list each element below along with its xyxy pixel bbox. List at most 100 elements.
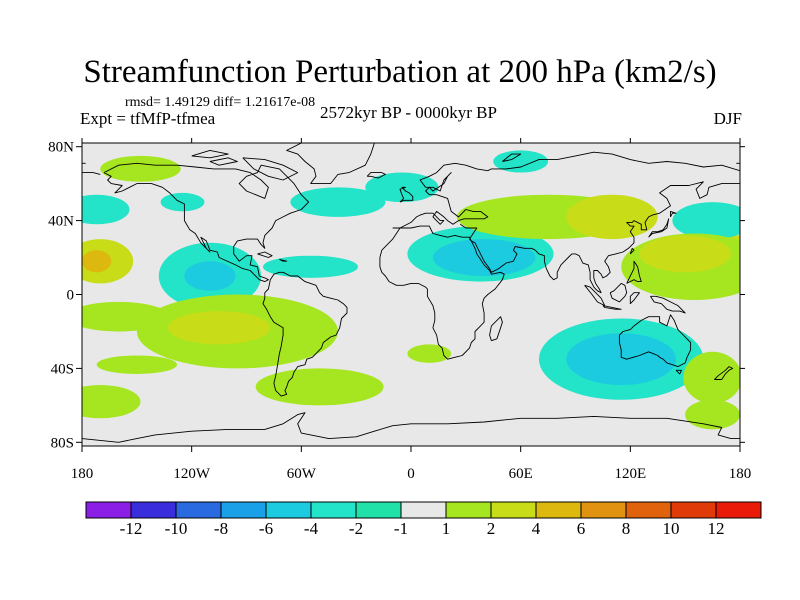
- coastline-14: [650, 295, 686, 314]
- colorbar-label-4: -4: [304, 519, 319, 538]
- contour-region-neg-8: [184, 261, 236, 291]
- lat-label-0: 0: [67, 288, 75, 304]
- coastline-28: [502, 153, 522, 162]
- lat-label-40N: 40N: [48, 214, 74, 230]
- contour-region-pos-23: [255, 368, 384, 406]
- contour-region-pos-18: [82, 385, 141, 419]
- colorbar-swatch-2: [175, 501, 222, 519]
- lon-label-2: 60W: [287, 466, 317, 482]
- colorbar-swatch-4: [265, 501, 312, 519]
- colorbar-swatch-7: [400, 501, 447, 519]
- colorbar-swatch-3: [220, 501, 267, 519]
- coastline-9: [366, 172, 386, 179]
- coastline-16: [626, 260, 642, 284]
- coastline-20: [714, 366, 734, 380]
- rmsd-statistics: rmsd= 1.49129 diff= 1.21617e-08: [125, 95, 316, 110]
- colorbar-swatch-1: [130, 501, 177, 519]
- coastline-3: [82, 172, 101, 175]
- contour-region-neg-14: [493, 150, 549, 173]
- coastlines: [82, 143, 740, 443]
- colorbar-label-3: -6: [259, 519, 273, 538]
- colorbar-label-6: -1: [394, 519, 408, 538]
- colorbar-label-10: 6: [577, 519, 586, 538]
- coastline-7: [489, 316, 503, 342]
- colorbar-label-12: 10: [663, 519, 680, 538]
- contour-region-neg-17: [672, 202, 740, 240]
- colorbar-label-5: -2: [349, 519, 363, 538]
- contour-region-pos-24: [407, 344, 452, 363]
- figure-title: Streamfunction Perturbation at 200 hPa (…: [83, 54, 717, 90]
- lon-label-0: 180: [71, 466, 94, 482]
- contour-region-pos-29: [683, 351, 740, 404]
- coastline-17: [648, 218, 670, 238]
- lon-label-5: 120E: [614, 466, 646, 482]
- colorbar-label-9: 4: [532, 519, 541, 538]
- coastline-8: [399, 186, 414, 203]
- colorbar-swatch-9: [490, 501, 537, 519]
- coastline-21: [675, 369, 682, 375]
- colorbar-label-7: 1: [442, 519, 451, 538]
- lon-label-3: 0: [407, 466, 415, 482]
- contour-region-pos-30: [685, 399, 740, 430]
- coastline-26: [209, 157, 238, 166]
- coastline-25: [242, 157, 299, 181]
- contour-region-neg-9: [262, 255, 358, 278]
- map-axes: 80N 40N 0 40S 80S 180 120W 60W 0 60E 120E 180: [48, 138, 751, 482]
- lon-label-6: 180: [729, 466, 752, 482]
- colorbar-label-11: 8: [622, 519, 631, 538]
- field-contours: [82, 150, 740, 430]
- colorbar-swatch-10: [535, 501, 582, 519]
- experiment-label: Expt = tfMfP-tfmea: [80, 109, 216, 128]
- colorbar-label-1: -10: [165, 519, 188, 538]
- colorbar: -12 -10 -8 -6 -4 -2 -1 1 2 4 6 8 10 12: [85, 501, 762, 538]
- coastline-12: [602, 305, 622, 310]
- contour-region-neg-10: [290, 187, 386, 217]
- lon-label-1: 120W: [173, 466, 211, 482]
- lat-label-80N: 80N: [48, 140, 74, 156]
- lon-label-4: 60E: [509, 466, 533, 482]
- period-label: 2572kyr BP - 0000kyr BP: [320, 103, 497, 122]
- contour-region-pos-26: [566, 194, 658, 240]
- colorbar-swatch-11: [580, 501, 627, 519]
- colorbar-swatch-5: [310, 501, 357, 519]
- colorbar-swatch-0: [85, 501, 132, 519]
- contour-region-neg-6: [160, 192, 205, 212]
- contour-region-neg-16: [566, 333, 677, 386]
- contour-region-pos-5: [100, 155, 181, 182]
- contour-region-pos-3: [82, 250, 112, 273]
- season-label: DJF: [713, 109, 742, 128]
- contour-region-pos-19: [96, 355, 178, 374]
- lat-label-80S: 80S: [51, 435, 74, 451]
- colorbar-label-2: -8: [214, 519, 228, 538]
- coastline-18: [670, 210, 677, 218]
- lat-label-40S: 40S: [51, 361, 74, 377]
- contour-region-pos-22: [167, 311, 271, 345]
- coastline-2: [392, 151, 740, 229]
- coastline-0: [103, 162, 310, 283]
- coastline-1: [262, 271, 348, 397]
- coastline-13: [609, 282, 628, 303]
- contour-region-pos-28: [639, 235, 731, 273]
- colorbar-swatch-6: [355, 501, 402, 519]
- coastline-23: [279, 258, 288, 262]
- colorbar-label-0: -12: [120, 519, 143, 538]
- coastline-15: [629, 292, 640, 305]
- contour-region-neg-13: [432, 239, 536, 277]
- colorbar-label-8: 2: [487, 519, 496, 538]
- coastline-10: [286, 143, 375, 185]
- colorbar-swatch-8: [445, 501, 492, 519]
- coastline-19: [629, 247, 635, 255]
- contour-region-neg-4: [82, 194, 130, 225]
- colorbar-label-13: 12: [708, 519, 725, 538]
- coastline-27: [191, 149, 229, 159]
- coastline-6: [618, 314, 692, 368]
- coastline-4: [460, 181, 740, 294]
- colorbar-swatch-12: [625, 501, 672, 519]
- colorbar-swatch-13: [670, 501, 717, 519]
- colorbar-swatch-14: [715, 501, 762, 519]
- coastline-5: [379, 225, 505, 360]
- coastline-22: [257, 251, 273, 258]
- coastline-24: [82, 412, 740, 443]
